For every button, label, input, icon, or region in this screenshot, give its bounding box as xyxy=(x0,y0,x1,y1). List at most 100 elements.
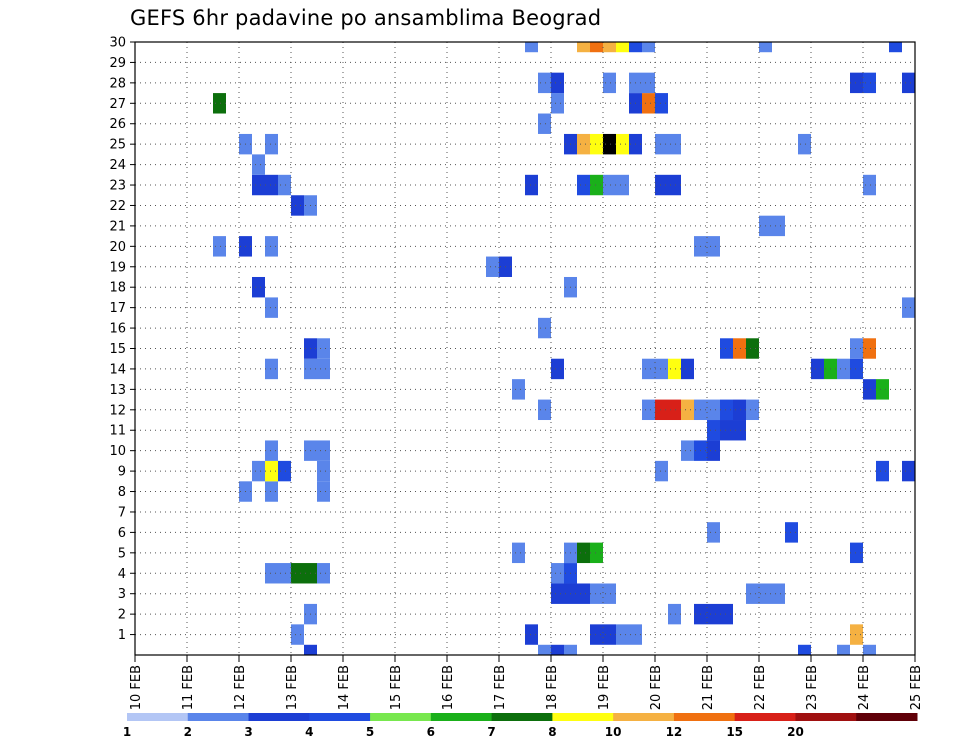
y-tick-label: 15 xyxy=(109,342,126,357)
y-tick-label: 25 xyxy=(109,138,126,153)
data-cell xyxy=(265,133,278,155)
data-cell xyxy=(577,42,590,53)
data-cell xyxy=(551,93,564,114)
data-cell xyxy=(317,358,330,380)
data-cell xyxy=(265,358,278,380)
data-cell xyxy=(837,644,850,655)
x-tick-label: 18 FEB xyxy=(545,665,560,710)
data-cell xyxy=(707,399,720,421)
chart-title: GEFS 6hr padavine po ansamblima Beograd xyxy=(130,6,602,30)
data-cell xyxy=(863,379,876,400)
data-cell xyxy=(720,603,733,625)
data-cell xyxy=(863,338,876,359)
y-tick-label: 7 xyxy=(118,505,126,520)
colorbar-swatch xyxy=(370,713,432,721)
data-cell xyxy=(798,644,811,655)
x-tick-label: 10 FEB xyxy=(129,665,144,710)
data-cell xyxy=(746,399,759,421)
data-cell xyxy=(655,93,668,114)
y-tick-label: 6 xyxy=(118,526,126,541)
data-cell xyxy=(486,256,499,277)
colorbar-label: 3 xyxy=(244,725,252,739)
data-cell xyxy=(577,583,590,604)
colorbar-label: 1 xyxy=(123,725,131,739)
data-cell xyxy=(733,420,746,441)
data-cell xyxy=(772,215,785,237)
colorbar-label: 8 xyxy=(548,725,556,739)
data-cell xyxy=(837,358,850,380)
data-cell xyxy=(616,174,629,196)
data-cell xyxy=(863,72,876,94)
data-cell xyxy=(720,420,733,441)
y-tick-label: 9 xyxy=(118,465,126,480)
data-cell xyxy=(603,133,616,155)
colorbar-label: 20 xyxy=(787,725,804,739)
data-cell xyxy=(668,358,681,380)
data-cell xyxy=(642,399,655,421)
data-cell xyxy=(785,522,798,543)
y-tick-label: 2 xyxy=(118,608,126,623)
data-cell xyxy=(616,42,629,53)
colorbar-swatch xyxy=(430,713,493,721)
data-cell xyxy=(590,542,603,564)
y-tick-label: 21 xyxy=(109,219,126,234)
y-tick-label: 29 xyxy=(109,56,126,71)
data-cell xyxy=(603,72,616,94)
data-cell xyxy=(317,481,330,502)
data-cell xyxy=(655,174,668,196)
data-cell xyxy=(265,481,278,502)
x-tick-label: 12 FEB xyxy=(233,665,248,710)
data-cell xyxy=(655,358,668,380)
data-cell xyxy=(772,583,785,604)
x-tick-label: 25 FEB xyxy=(909,665,924,710)
x-tick-label: 23 FEB xyxy=(805,665,820,710)
data-cell xyxy=(564,644,577,655)
data-cell xyxy=(525,624,538,645)
colorbar-label: 7 xyxy=(487,725,495,739)
data-cell xyxy=(642,358,655,380)
colorbar-swatch xyxy=(673,713,736,721)
y-tick-label: 16 xyxy=(109,322,126,337)
data-cell xyxy=(551,358,564,380)
data-cell xyxy=(629,42,642,53)
data-cell xyxy=(265,460,278,482)
y-tick-label: 27 xyxy=(109,97,126,112)
y-tick-label: 24 xyxy=(109,158,126,173)
data-cell xyxy=(551,583,564,604)
data-cell xyxy=(590,42,603,53)
data-cell xyxy=(707,420,720,441)
data-cell xyxy=(252,276,265,298)
data-cell xyxy=(538,113,551,134)
data-cell xyxy=(707,236,720,257)
data-cell xyxy=(213,236,226,257)
data-cell xyxy=(252,174,265,196)
y-tick-label: 22 xyxy=(109,199,126,214)
data-cell xyxy=(902,72,915,94)
data-cell xyxy=(538,72,551,94)
colorbar-swatch xyxy=(127,713,189,721)
x-tick-label: 16 FEB xyxy=(441,665,456,710)
x-tick-label: 13 FEB xyxy=(285,665,300,710)
data-cell xyxy=(590,624,603,645)
colorbar-swatch xyxy=(613,713,675,721)
x-tick-label: 19 FEB xyxy=(597,665,612,710)
colorbar-label: 15 xyxy=(726,725,743,739)
colorbar-label: 12 xyxy=(666,725,683,739)
y-tick-label: 19 xyxy=(109,260,126,275)
colorbar-label: 6 xyxy=(427,725,435,739)
y-tick-label: 23 xyxy=(109,179,126,194)
data-cell xyxy=(291,624,304,645)
data-cell xyxy=(603,583,616,604)
colorbar-swatch xyxy=(187,713,250,721)
data-cell xyxy=(902,460,915,482)
colorbar-label: 10 xyxy=(605,725,622,739)
data-cell xyxy=(265,236,278,257)
colorbar-swatch xyxy=(552,713,614,721)
y-tick-label: 8 xyxy=(118,485,126,500)
data-cell xyxy=(525,174,538,196)
data-cell xyxy=(551,563,564,584)
data-cell xyxy=(733,338,746,359)
data-cell xyxy=(759,42,772,53)
data-cell xyxy=(317,440,330,461)
data-cell xyxy=(590,583,603,604)
